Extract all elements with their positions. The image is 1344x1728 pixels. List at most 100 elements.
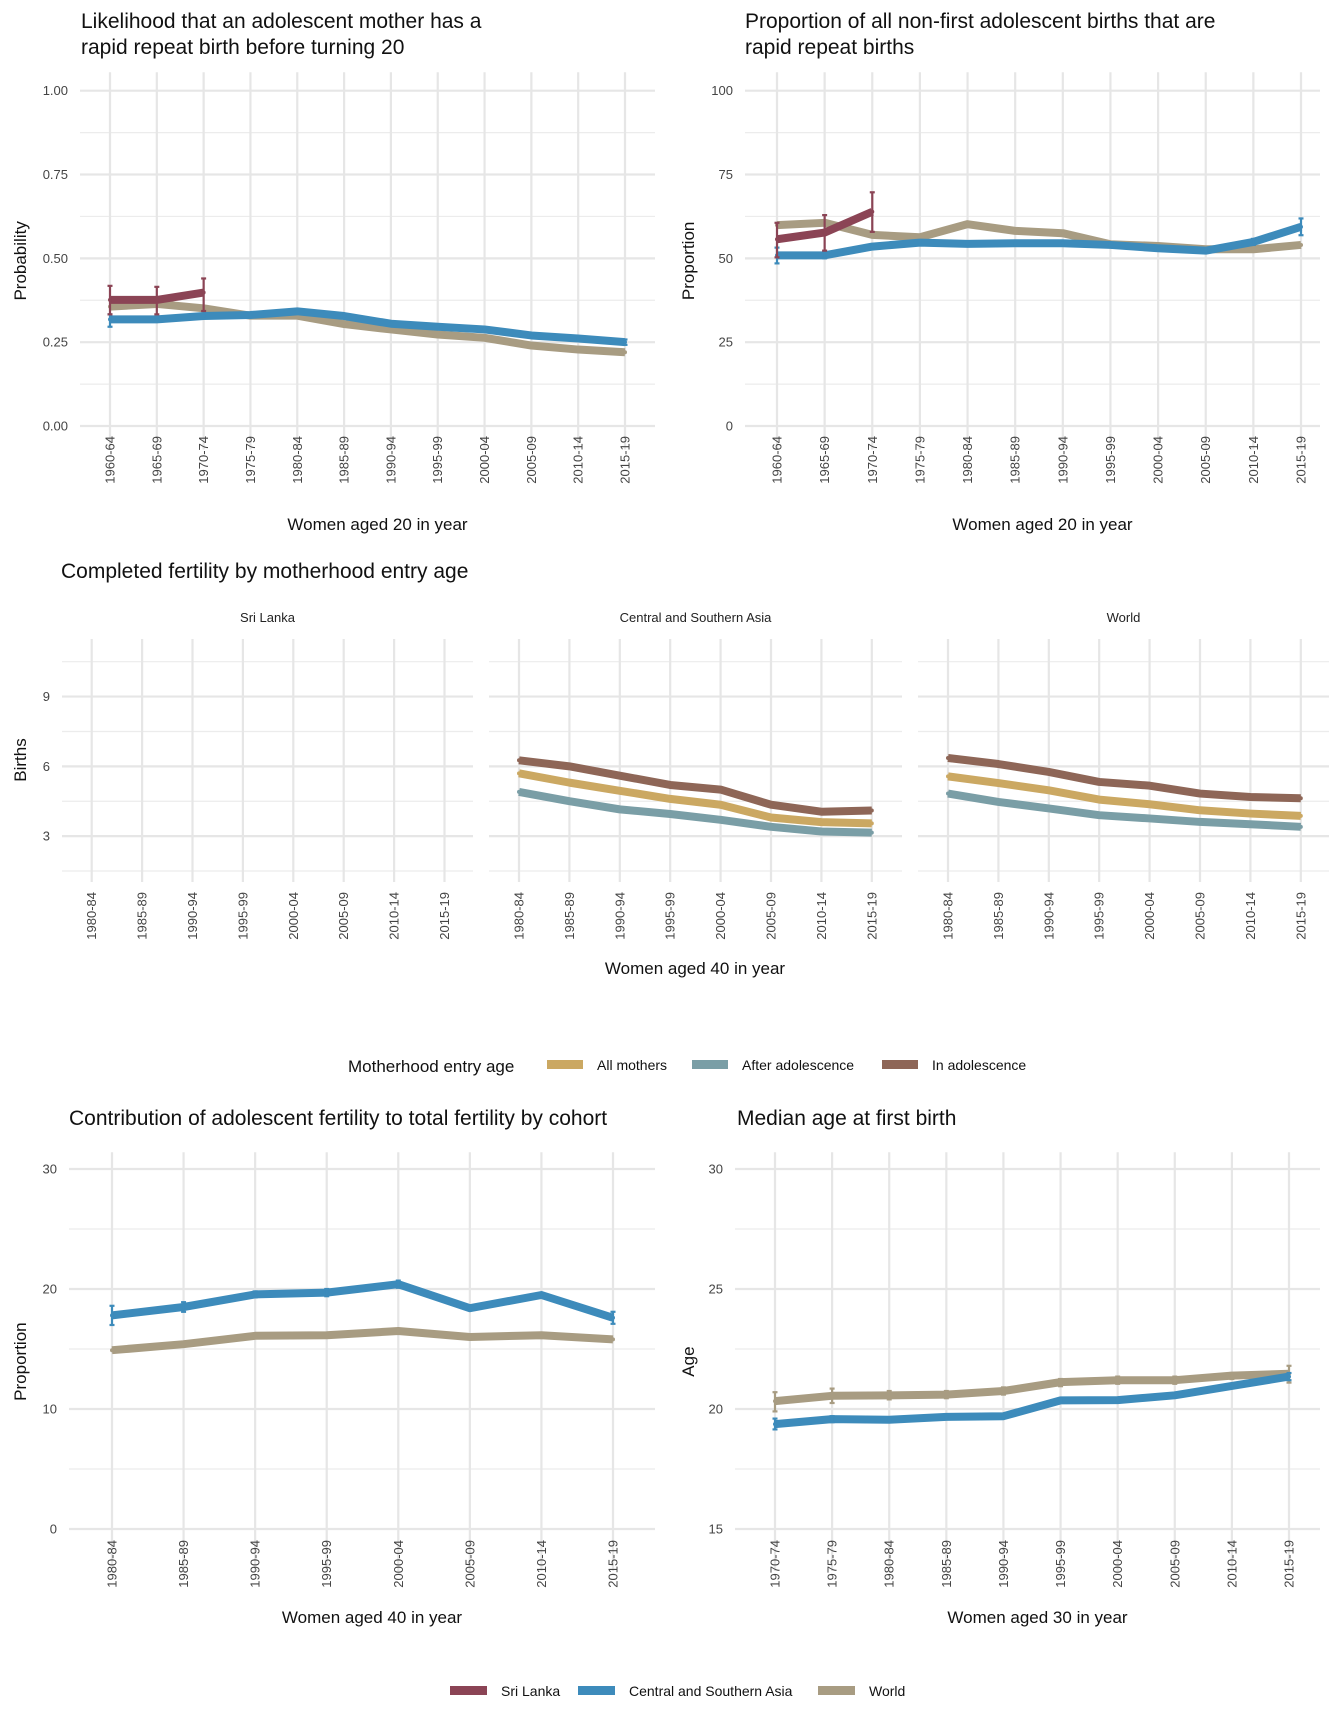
legend-label: After adolescence: [742, 1057, 854, 1073]
data-point: [996, 762, 1001, 767]
data-point: [668, 782, 673, 787]
y-tick-label: 6: [43, 759, 50, 774]
y-tick-label: 0.25: [43, 335, 68, 350]
chart-title: rapid repeat birth before turning 20: [81, 36, 404, 59]
data-point: [819, 829, 824, 834]
x-tick-label: 2010-14: [534, 1540, 549, 1588]
legend-key-central-and-southern-asia: [578, 1686, 615, 1695]
data-point: [181, 1342, 186, 1347]
y-tick-label: 9: [43, 689, 50, 704]
y-axis-title: Proportion: [679, 222, 698, 300]
data-point: [1097, 779, 1102, 784]
data-point: [617, 773, 622, 778]
y-tick-label: 1.00: [43, 83, 68, 98]
data-point: [396, 1329, 401, 1333]
data-point: [1172, 1393, 1177, 1398]
data-point: [1229, 1383, 1234, 1388]
data-point: [1298, 813, 1303, 818]
chart-title: rapid repeat births: [745, 36, 914, 59]
x-tick-label: 2000-04: [391, 1540, 406, 1588]
x-tick-label: 1980-84: [941, 892, 956, 940]
data-point: [819, 809, 824, 814]
x-tick-label: 2010-14: [1246, 436, 1261, 484]
x-tick-label: 2010-14: [1224, 1540, 1239, 1588]
x-tick-label: 2005-09: [1198, 436, 1213, 484]
x-tick-label: 2000-04: [1151, 436, 1166, 484]
data-point: [517, 758, 521, 763]
data-point: [435, 332, 440, 337]
data-point: [517, 789, 521, 794]
data-point: [668, 796, 673, 801]
data-point: [1248, 795, 1253, 800]
series-line-central-and-southern-asia: [110, 307, 626, 347]
data-point: [946, 774, 950, 779]
legend-key-after-adolescence: [692, 1060, 728, 1069]
legend-label: Central and Southern Asia: [629, 1683, 793, 1699]
data-point: [1299, 242, 1303, 247]
data-point: [1298, 824, 1303, 829]
data-point: [467, 1335, 472, 1339]
data-point: [869, 808, 874, 813]
facet-strip-label: Sri Lanka: [240, 610, 296, 625]
x-tick-label: 1995-99: [319, 1540, 334, 1588]
data-point: [617, 807, 622, 812]
data-point: [1248, 811, 1253, 816]
legend-key-sri-lanka: [450, 1686, 487, 1695]
data-point: [1248, 822, 1253, 827]
legend-label: World: [869, 1683, 905, 1699]
y-tick-label: 30: [43, 1162, 57, 1177]
x-tick-label: 2010-14: [814, 892, 829, 940]
data-point: [1013, 241, 1018, 246]
x-tick-label: 1980-84: [882, 1540, 897, 1588]
data-point: [1147, 816, 1152, 821]
y-tick-label: 0.00: [43, 419, 68, 434]
y-tick-label: 10: [43, 1402, 57, 1417]
data-point: [539, 1333, 544, 1338]
data-point: [668, 812, 673, 817]
data-point: [946, 791, 950, 796]
x-tick-label: 1990-94: [383, 436, 398, 484]
series-line-in-adolescence: [518, 756, 872, 816]
facet-strip-label: Central and Southern Asia: [620, 610, 773, 625]
x-axis-title: Women aged 20 in year: [952, 515, 1133, 534]
x-tick-label: 1990-94: [248, 1540, 263, 1588]
data-point: [576, 336, 581, 341]
data-layer: [107, 191, 1304, 1431]
x-tick-label: 1985-89: [991, 892, 1006, 940]
x-tick-label: 1985-89: [1008, 436, 1023, 484]
data-point: [342, 322, 347, 327]
x-tick-label: 1985-89: [176, 1540, 191, 1588]
x-axis-title: Women aged 40 in year: [282, 1608, 463, 1627]
x-tick-label: 1995-99: [1103, 436, 1118, 484]
y-tick-label: 50: [719, 251, 733, 266]
data-point: [769, 802, 773, 807]
data-point: [388, 321, 393, 326]
data-point: [248, 313, 253, 318]
series-line-world: [774, 1369, 1290, 1406]
y-tick-label: 75: [719, 167, 733, 182]
x-tick-label: 2015-19: [606, 1540, 621, 1588]
x-tick-label: 1985-89: [939, 1540, 954, 1588]
data-point: [869, 830, 874, 835]
data-point: [1060, 241, 1065, 246]
data-point: [1108, 242, 1113, 247]
x-tick-label: 1975-79: [912, 436, 927, 484]
x-tick-label: 2010-14: [387, 892, 402, 940]
x-tick-label: 1980-84: [84, 892, 99, 940]
data-point: [482, 335, 487, 340]
data-point: [887, 1417, 892, 1422]
data-point: [1147, 802, 1152, 807]
data-point: [110, 1348, 114, 1353]
data-point: [611, 1337, 615, 1342]
data-point: [295, 309, 300, 314]
grid-layer: [62, 72, 1329, 1571]
data-point: [1115, 1398, 1120, 1403]
x-axis-title: Women aged 20 in year: [287, 515, 468, 534]
data-point: [1058, 1398, 1063, 1403]
y-tick-label: 25: [719, 335, 733, 350]
data-point: [718, 787, 723, 792]
y-axis-title: Age: [679, 1346, 698, 1376]
data-point: [576, 347, 581, 352]
y-tick-label: 20: [709, 1402, 723, 1417]
